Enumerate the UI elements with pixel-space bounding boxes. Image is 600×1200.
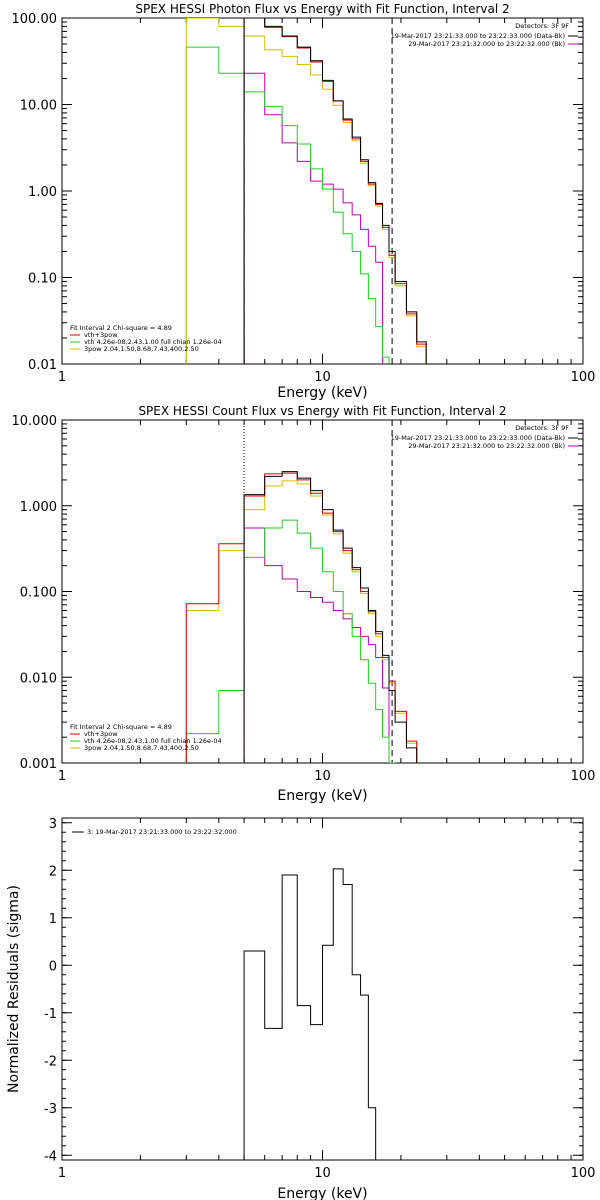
y-tick-label: -2: [44, 1054, 57, 1069]
y-tick-label: 1: [49, 912, 57, 927]
x-tick-label: 1: [58, 1166, 66, 1181]
series-total-histogram: [243, 868, 377, 1160]
chart-panel-1: SPEX HESSI Photon Flux vs Energy with Fi…: [12, 2, 596, 401]
series-thermal-histogram: [185, 519, 396, 763]
fit-header: Fit Interval 2 Chi-square = 4.89: [70, 723, 172, 731]
chart-title: SPEX HESSI Photon Flux vs Energy with Fi…: [135, 2, 509, 16]
fit-legend-entry: vth+3pow: [84, 331, 118, 339]
y-tick-label: -3: [44, 1102, 57, 1117]
y-tick-label: -4: [44, 1149, 57, 1164]
series-powerlaw-histogram: [185, 18, 427, 364]
residual-legend-entry: 3: 19-Mar-2017 23:21:33.000 to 23:22:32.…: [87, 828, 237, 836]
y-tick-label: 3: [49, 817, 57, 832]
x-tick-label: 100: [571, 1166, 596, 1181]
y-axis-label: Normalized Residuals (sigma): [6, 885, 22, 1093]
x-tick-label: 100: [571, 769, 596, 784]
y-tick-label: 2: [49, 864, 57, 879]
x-axis-label: Energy (keV): [277, 1186, 367, 1200]
x-tick-label: 1: [58, 370, 66, 385]
fit-legend-entry: vth 4.26e-08,2.43,1.00 full chian 1.26e-…: [84, 338, 222, 346]
series-bkg-histogram: [243, 72, 384, 364]
detector-label: Detectors: 3F 9F: [515, 22, 569, 30]
legend-right-entry: 19-Mar-2017 23:21:33.000 to 23:22:33.000…: [391, 434, 565, 442]
y-tick-label: 10.000: [12, 414, 58, 429]
series-total-histogram: [243, 471, 427, 763]
fit-legend-entry: vth 4.26e-08,2.43,1.00 full chian 1.26e-…: [84, 737, 222, 745]
series-bkg-histogram: [243, 527, 390, 763]
legend-right-entry: 29-Mar-2017 23:21:32.000 to 23:22:32.000…: [408, 40, 565, 48]
y-tick-label: 0.010: [20, 671, 57, 686]
x-tick-label: 10: [314, 769, 331, 784]
series-model-histogram: [243, 18, 427, 364]
fit-legend-entry: 3pow 2.04,1.50,8.68,7.43,400,2.50: [84, 345, 199, 353]
y-tick-label: 100.00: [12, 12, 58, 27]
chart-title: SPEX HESSI Count Flux vs Energy with Fit…: [138, 404, 506, 418]
legend-right-entry: 29-Mar-2017 23:21:32.000 to 23:22:32.000…: [408, 442, 565, 450]
x-tick-label: 1: [58, 769, 66, 784]
y-tick-label: 0.001: [20, 757, 57, 772]
fit-legend-entry: vth+3pow: [84, 730, 118, 738]
fit-header: Fit Interval 2 Chi-square = 4.89: [70, 324, 172, 332]
x-axis-label: Energy (keV): [277, 788, 367, 804]
y-tick-label: 1.000: [20, 500, 57, 515]
plot-area: [185, 420, 427, 763]
series-thermal-histogram: [185, 46, 390, 364]
detector-label: Detectors: 3F 9F: [515, 424, 569, 432]
y-tick-label: 1.00: [28, 185, 57, 200]
series-model-histogram: [185, 472, 427, 763]
legend-right-entry: 19-Mar-2017 23:21:33.000 to 23:22:33.000…: [391, 32, 565, 40]
y-tick-label: 0.01: [28, 358, 57, 373]
y-tick-label: 0: [49, 959, 57, 974]
y-tick-label: 10.00: [20, 99, 57, 114]
x-tick-label: 10: [314, 1166, 331, 1181]
plot-area: [243, 868, 377, 1160]
x-axis-label: Energy (keV): [277, 385, 367, 401]
y-tick-label: 0.100: [20, 586, 57, 601]
plot-frame: [61, 419, 584, 764]
x-tick-label: 100: [571, 370, 596, 385]
chart-panel-3: 1 10 100 -4 -3 -2 -1 0 1 2 3 Energy (keV) Normalized…: [6, 817, 595, 1200]
chart-panel-2: SPEX HESSI Count Flux vs Energy with Fit…: [12, 404, 596, 804]
x-tick-label: 10: [314, 370, 331, 385]
series-total-histogram: [243, 18, 427, 364]
series-powerlaw-histogram: [185, 480, 427, 763]
y-tick-label: 0.10: [28, 272, 57, 287]
plot-area: [185, 18, 427, 364]
y-tick-label: -1: [44, 1007, 57, 1022]
fit-legend-entry: 3pow 2.04,1.50,8.68,7.43,400,2.50: [84, 744, 199, 752]
